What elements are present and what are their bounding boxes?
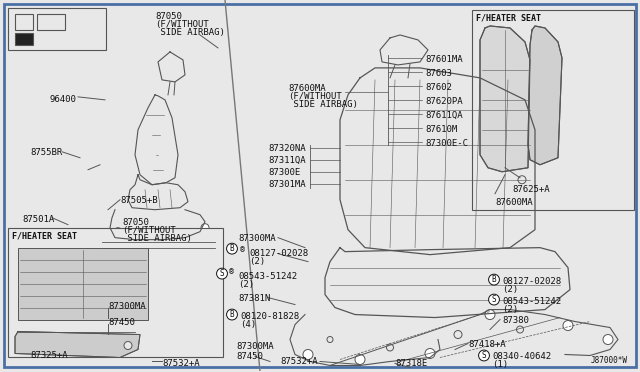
Bar <box>37 14 65 30</box>
Polygon shape <box>480 26 530 172</box>
Polygon shape <box>528 26 562 165</box>
Text: 87532+A: 87532+A <box>162 359 200 369</box>
Text: 87050: 87050 <box>122 218 149 227</box>
Text: (1): (1) <box>492 360 508 369</box>
Text: 08543-51242: 08543-51242 <box>502 296 561 305</box>
Text: 87300MA: 87300MA <box>238 234 276 243</box>
Text: 87301MA: 87301MA <box>268 180 306 189</box>
Bar <box>8 8 106 50</box>
Circle shape <box>124 341 132 350</box>
Circle shape <box>387 344 394 351</box>
Text: 87603: 87603 <box>425 69 452 78</box>
Circle shape <box>563 321 573 331</box>
Text: (2): (2) <box>502 305 518 314</box>
Text: 87380: 87380 <box>502 315 529 324</box>
Text: SIDE AIRBAG): SIDE AIRBAG) <box>122 234 192 243</box>
Bar <box>15 14 33 30</box>
Text: B: B <box>230 244 234 253</box>
Text: F/HEATER SEAT: F/HEATER SEAT <box>12 232 77 241</box>
Text: SIDE AIRBAG): SIDE AIRBAG) <box>155 28 225 37</box>
Circle shape <box>327 337 333 343</box>
Text: 87300E-C: 87300E-C <box>425 139 468 148</box>
Text: ®: ® <box>229 267 234 277</box>
Text: 87501A: 87501A <box>22 215 54 224</box>
Text: 87600MA: 87600MA <box>495 198 532 207</box>
Text: (4): (4) <box>240 320 256 328</box>
Text: S: S <box>492 295 496 304</box>
Bar <box>8 228 223 357</box>
Text: (F/WITHOUT: (F/WITHOUT <box>288 92 342 101</box>
Circle shape <box>516 326 524 333</box>
Text: 87300E: 87300E <box>268 168 300 177</box>
Circle shape <box>454 331 462 339</box>
Text: 87050: 87050 <box>155 12 182 21</box>
Text: S: S <box>220 269 224 278</box>
Text: 87602: 87602 <box>425 83 452 92</box>
Text: 87532+A: 87532+A <box>280 357 317 366</box>
Text: F/HEATER SEAT: F/HEATER SEAT <box>476 14 541 23</box>
Bar <box>15 33 33 45</box>
Text: 08340-40642: 08340-40642 <box>492 353 551 362</box>
Bar <box>18 248 148 320</box>
Circle shape <box>355 355 365 365</box>
Polygon shape <box>15 331 140 357</box>
Text: 87300MA: 87300MA <box>108 302 146 311</box>
Text: 08127-02028: 08127-02028 <box>249 248 308 258</box>
Text: 8755BR: 8755BR <box>30 148 62 157</box>
Text: (2): (2) <box>238 280 254 289</box>
Text: B: B <box>230 310 234 319</box>
Text: 08120-81828: 08120-81828 <box>240 312 299 321</box>
Circle shape <box>485 310 495 320</box>
Circle shape <box>603 334 613 344</box>
Text: 87610M: 87610M <box>425 125 457 134</box>
Text: ®: ® <box>240 245 245 254</box>
Text: 87381N: 87381N <box>238 294 270 302</box>
Text: 87311QA: 87311QA <box>268 156 306 165</box>
Text: 08543-51242: 08543-51242 <box>238 272 297 280</box>
Text: 87325+A: 87325+A <box>30 352 68 360</box>
Text: 87300MA: 87300MA <box>236 341 274 350</box>
Text: 87611QA: 87611QA <box>425 111 463 120</box>
Text: S: S <box>482 351 486 360</box>
Bar <box>472 10 634 210</box>
Text: (2): (2) <box>249 257 265 266</box>
Text: B: B <box>492 275 496 284</box>
Circle shape <box>201 224 209 232</box>
Text: 87320NA: 87320NA <box>268 144 306 153</box>
Circle shape <box>303 350 313 359</box>
Text: 87450: 87450 <box>236 353 263 362</box>
Circle shape <box>114 228 122 236</box>
Text: (2): (2) <box>502 285 518 294</box>
Text: 87505+B: 87505+B <box>120 196 157 205</box>
Text: 87600MA: 87600MA <box>288 84 326 93</box>
Text: 96400: 96400 <box>50 95 77 104</box>
Text: 87418+A: 87418+A <box>468 340 506 349</box>
Text: 87318E: 87318E <box>395 359 428 369</box>
Text: 87625+A: 87625+A <box>512 185 550 194</box>
Circle shape <box>425 349 435 359</box>
Text: 87450: 87450 <box>108 318 135 327</box>
Text: SIDE AIRBAG): SIDE AIRBAG) <box>288 100 358 109</box>
Text: (F/WITHOUT: (F/WITHOUT <box>122 226 176 235</box>
Text: J87000*W: J87000*W <box>591 356 628 365</box>
Text: 87620PA: 87620PA <box>425 97 463 106</box>
Text: (F/WITHOUT: (F/WITHOUT <box>155 20 209 29</box>
Circle shape <box>518 176 526 184</box>
Text: 87601MA: 87601MA <box>425 55 463 64</box>
Text: 08127-02028: 08127-02028 <box>502 277 561 286</box>
